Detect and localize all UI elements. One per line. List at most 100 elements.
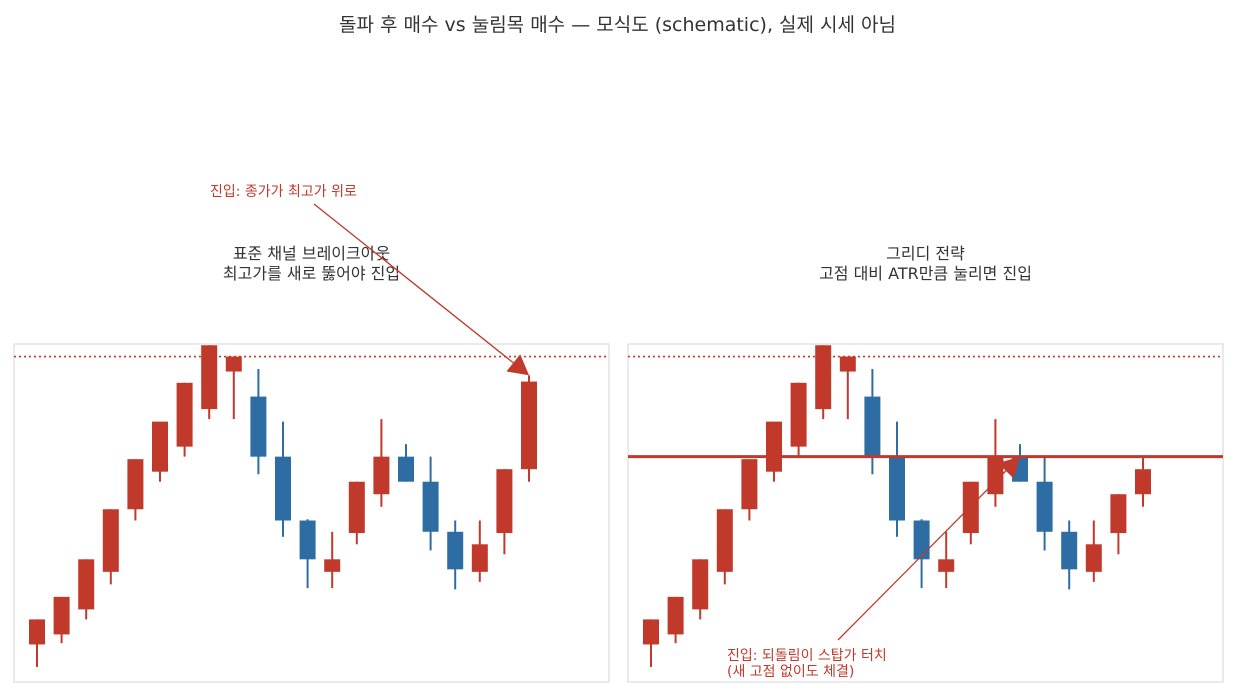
right-candle-body-17 bbox=[1061, 531, 1078, 570]
right-candle-body-5 bbox=[766, 421, 782, 472]
right-candle-body-20 bbox=[1135, 469, 1151, 495]
right-candle-body-10 bbox=[889, 456, 905, 521]
left-candle-body-8 bbox=[225, 356, 242, 372]
right-candle-body-8 bbox=[839, 356, 856, 372]
left-candle-body-20 bbox=[521, 381, 537, 470]
right-candle-5 bbox=[766, 421, 782, 482]
right-candle-body-12 bbox=[938, 559, 955, 572]
right-plot-frame bbox=[627, 343, 1224, 683]
right-candle-9 bbox=[864, 369, 881, 475]
right-candle-body-19 bbox=[1110, 494, 1127, 534]
right-panel bbox=[627, 343, 1224, 683]
right-candle-0 bbox=[643, 619, 659, 667]
left-entry-arrow-head bbox=[506, 354, 529, 376]
right-candle-19 bbox=[1110, 494, 1127, 555]
left-candle-body-15 bbox=[398, 456, 414, 482]
left-candle-body-18 bbox=[471, 544, 488, 572]
right-candle-13 bbox=[962, 481, 979, 545]
right-candle-12 bbox=[938, 531, 955, 589]
right-candle-body-16 bbox=[1036, 481, 1053, 532]
left-candle-body-7 bbox=[201, 345, 218, 410]
right-candle-body-18 bbox=[1085, 544, 1102, 572]
left-title-line-1: 표준 채널 브레이크아웃 bbox=[232, 244, 391, 263]
right-candle-body-9 bbox=[864, 396, 881, 457]
right-candle-3 bbox=[716, 509, 733, 585]
right-candle-18 bbox=[1085, 520, 1102, 582]
left-candle-12 bbox=[324, 531, 341, 589]
left-candle-body-16 bbox=[422, 481, 439, 532]
left-candle-3 bbox=[102, 509, 119, 585]
right-candle-body-13 bbox=[962, 481, 979, 534]
left-panel-title: 표준 채널 브레이크아웃 최고가를 새로 뚫어야 진입 bbox=[14, 244, 609, 284]
right-entry-annotation: 진입: 되돌림이 스탑가 터치 (새 고점 없이도 체결) bbox=[727, 648, 887, 680]
left-candle-9 bbox=[250, 369, 267, 475]
left-plot-frame bbox=[13, 343, 610, 683]
left-title-line-2: 최고가를 새로 뚫어야 진입 bbox=[222, 264, 401, 283]
left-candle-body-12 bbox=[324, 559, 341, 572]
right-title-line-2: 고점 대비 ATR만큼 눌리면 진입 bbox=[819, 264, 1032, 283]
right-candle-20 bbox=[1135, 456, 1151, 507]
left-candle-16 bbox=[422, 456, 439, 551]
right-candle-2 bbox=[692, 559, 709, 620]
left-candle-8 bbox=[225, 356, 242, 420]
right-candle-body-1 bbox=[667, 596, 684, 635]
left-candle-body-11 bbox=[299, 520, 316, 560]
right-candle-16 bbox=[1036, 456, 1053, 551]
left-annotation-line-1: 진입: 종가가 최고가 위로 bbox=[210, 184, 357, 200]
left-candle-body-3 bbox=[102, 509, 119, 572]
left-candle-7 bbox=[201, 345, 218, 420]
right-candle-10 bbox=[889, 421, 905, 537]
right-candle-body-4 bbox=[741, 459, 758, 510]
left-candle-body-2 bbox=[78, 559, 95, 610]
left-candle-15 bbox=[398, 444, 414, 482]
left-candle-body-6 bbox=[176, 382, 193, 447]
left-candle-body-14 bbox=[373, 456, 390, 495]
right-candle-7 bbox=[815, 345, 832, 420]
left-candle-body-13 bbox=[348, 481, 365, 534]
right-candle-6 bbox=[790, 382, 807, 457]
right-candle-body-11 bbox=[913, 520, 930, 560]
left-candle-19 bbox=[496, 469, 513, 555]
left-candle-4 bbox=[127, 459, 144, 521]
right-candle-body-0 bbox=[643, 619, 659, 645]
left-candle-1 bbox=[53, 596, 70, 644]
left-candle-5 bbox=[152, 421, 168, 482]
right-candle-body-6 bbox=[790, 382, 807, 447]
right-title-line-1: 그리디 전략 bbox=[886, 244, 965, 263]
right-candle-4 bbox=[741, 459, 758, 521]
left-entry-annotation: 진입: 종가가 최고가 위로 bbox=[210, 184, 357, 200]
right-candle-1 bbox=[667, 596, 684, 644]
left-candle-17 bbox=[447, 520, 464, 590]
right-entry-arrow-head bbox=[998, 456, 1020, 479]
figure-title: 돌파 후 매수 vs 눌림목 매수 — 모식도 (schematic), 실제 … bbox=[339, 14, 896, 36]
right-candle-body-7 bbox=[815, 345, 832, 410]
left-candle-body-19 bbox=[496, 469, 513, 534]
right-candle-17 bbox=[1061, 520, 1078, 590]
right-annotation-line-1: 진입: 되돌림이 스탑가 터치 bbox=[727, 648, 887, 664]
right-candle-8 bbox=[839, 356, 856, 420]
left-candle-0 bbox=[29, 619, 45, 667]
left-candle-6 bbox=[176, 382, 193, 457]
left-candle-10 bbox=[275, 421, 291, 537]
left-entry-arrow-shaft bbox=[313, 203, 514, 364]
right-candle-body-2 bbox=[692, 559, 709, 610]
left-panel bbox=[13, 203, 610, 683]
right-candle-body-3 bbox=[716, 509, 733, 572]
right-panel-title: 그리디 전략 고점 대비 ATR만큼 눌리면 진입 bbox=[628, 244, 1223, 284]
left-candle-body-0 bbox=[29, 619, 45, 645]
right-candle-11 bbox=[913, 519, 930, 589]
right-entry-arrow-shaft bbox=[837, 470, 1007, 641]
left-candle-13 bbox=[348, 481, 365, 545]
left-candle-body-5 bbox=[152, 421, 168, 472]
left-candle-14 bbox=[373, 419, 390, 507]
left-candle-body-10 bbox=[275, 456, 291, 521]
left-candle-2 bbox=[78, 559, 95, 620]
left-candle-18 bbox=[471, 520, 488, 582]
left-candle-body-1 bbox=[53, 596, 70, 635]
left-candle-11 bbox=[299, 519, 316, 589]
right-annotation-line-2: (새 고점 없이도 체결) bbox=[727, 664, 855, 680]
left-candle-body-17 bbox=[447, 531, 464, 570]
left-candle-body-4 bbox=[127, 459, 144, 510]
left-candle-body-9 bbox=[250, 396, 267, 457]
